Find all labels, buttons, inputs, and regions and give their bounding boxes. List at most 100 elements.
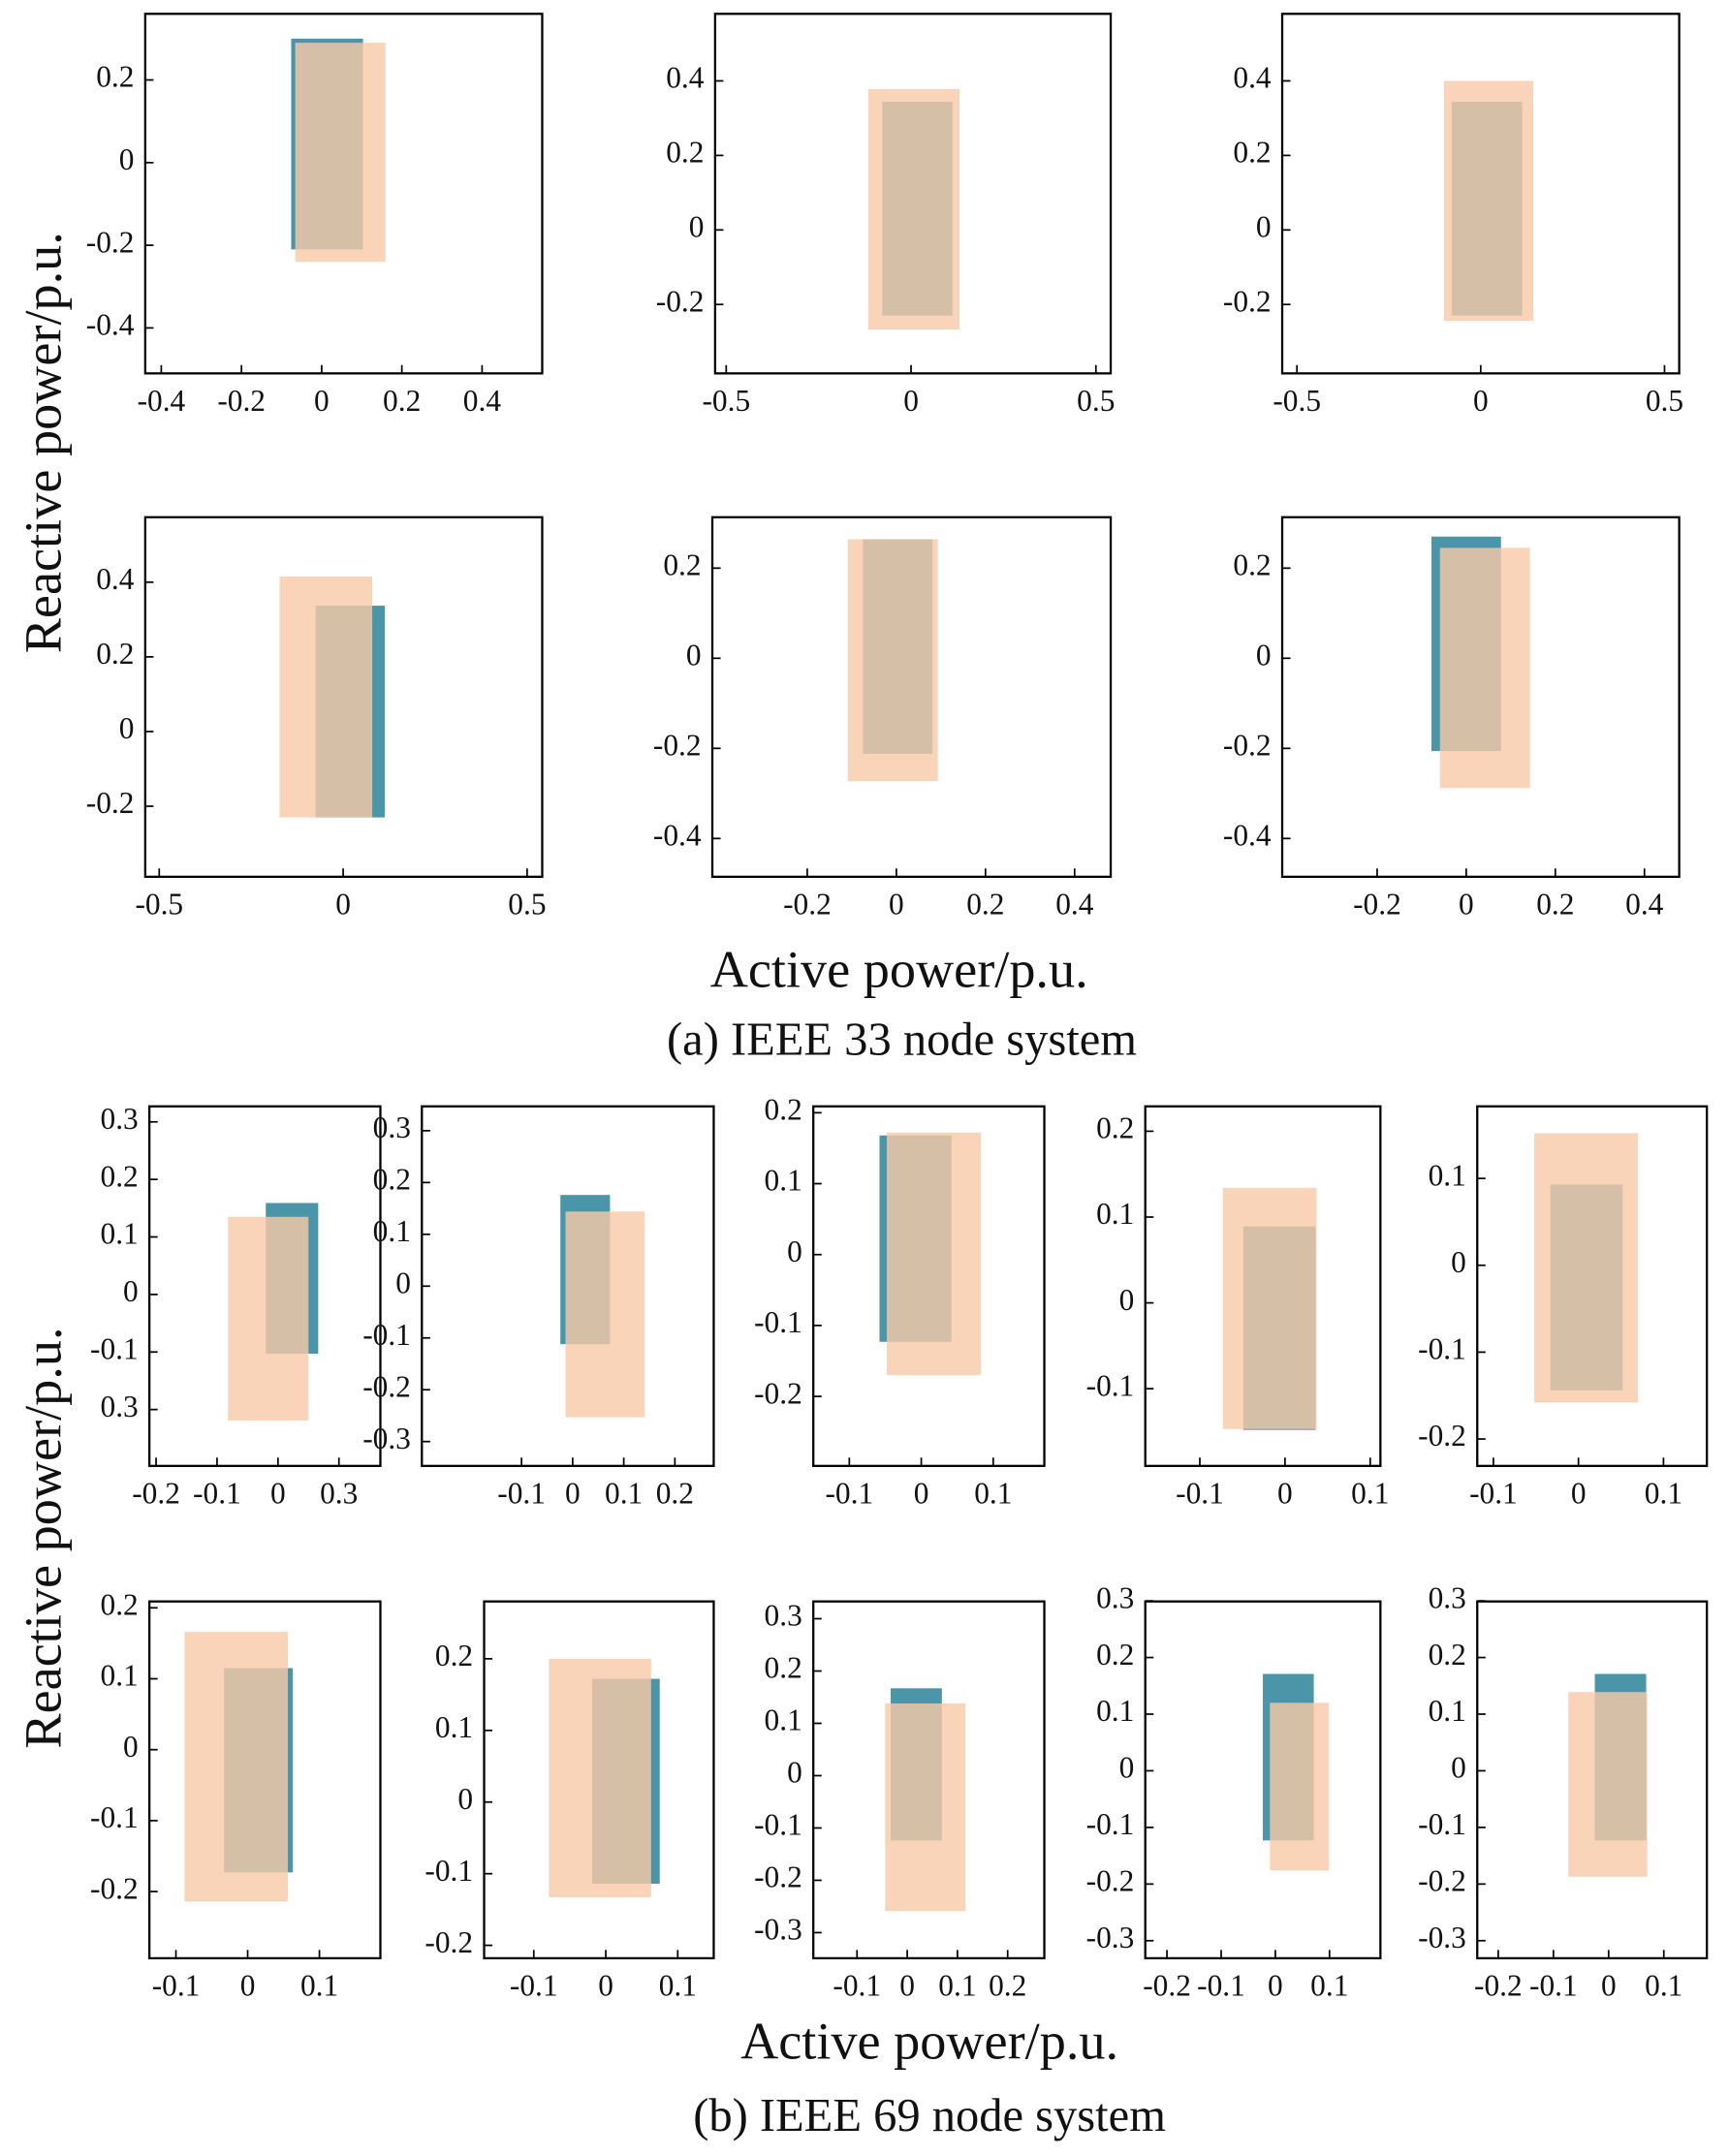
y-tick-label: -0.4 bbox=[86, 308, 135, 342]
y-tick-label: 0.2 bbox=[101, 1587, 139, 1621]
y-tick-label: 0.2 bbox=[1096, 1111, 1134, 1145]
y-tick-label: 0.4 bbox=[666, 61, 705, 95]
y-tick-label: 0 bbox=[119, 711, 135, 745]
region bbox=[1534, 1133, 1639, 1403]
subplot: -0.2 -0.1 0 0.3 0.3 -0.1 0 0.1 0.2 0.3 bbox=[90, 1102, 382, 1510]
y-tick-label: 0.3 bbox=[1096, 1580, 1134, 1614]
x-tick-label: 0 bbox=[1459, 887, 1474, 921]
subplot: -0.5 0 0.5 -0.2 0 0.2 0.4 bbox=[1223, 13, 1683, 418]
y-tick-label: -0.1 bbox=[1418, 1807, 1466, 1841]
x-tick-label: 0.5 bbox=[1077, 384, 1115, 418]
y-tick-label: -0.1 bbox=[754, 1808, 802, 1842]
y-tick-label: 0.3 bbox=[765, 1599, 802, 1633]
y-tick-label: -0.2 bbox=[86, 225, 135, 259]
x-tick-label: -0.1 bbox=[152, 1969, 201, 2003]
y-tick-label: -0.1 bbox=[362, 1318, 411, 1352]
x-tick-label: 0 bbox=[1571, 1476, 1587, 1510]
plot-frame bbox=[1144, 1105, 1382, 1467]
y-tick-label: -0.3 bbox=[362, 1422, 411, 1455]
x-tick-label: 0 bbox=[903, 384, 919, 418]
x-tick-label: 0 bbox=[1473, 384, 1489, 418]
subplot: -0.1 0 0.1-0.2-0.100.1 bbox=[1418, 1105, 1709, 1510]
subplot: -0.4 -0.2 0 0.2 0.4 -0.4 -0.2 0 0.2 bbox=[86, 13, 544, 418]
y-tick-label: 0.2 bbox=[96, 60, 134, 94]
x-tick-label: -0.5 bbox=[1273, 384, 1321, 418]
y-tick-label: 0.4 bbox=[1233, 61, 1272, 95]
y-tick-label: 0.2 bbox=[765, 1651, 802, 1685]
y-tick-label: 0 bbox=[123, 1274, 139, 1308]
y-tick-label: 0.1 bbox=[765, 1164, 802, 1198]
subplot: -0.2 0 0.2 0.4 -0.4 -0.2 0 0.2 bbox=[653, 516, 1113, 921]
x-axis-label: Active power/p.u. bbox=[740, 2013, 1118, 2071]
y-tick-label: -0.2 bbox=[362, 1369, 411, 1403]
x-tick-label: 0.3 bbox=[320, 1476, 358, 1510]
x-tick-label: 0 bbox=[314, 384, 330, 418]
y-tick-label: 0.3 bbox=[1429, 1580, 1466, 1614]
y-tick-label: -0.1 bbox=[1086, 1807, 1135, 1841]
y-tick-label: 0.2 bbox=[1233, 548, 1271, 582]
y-tick-label: 0.2 bbox=[1429, 1638, 1466, 1672]
region bbox=[1270, 1703, 1330, 1871]
subplot: -0.5 0 0.5 -0.2 0 0.2 0.4 bbox=[86, 516, 547, 921]
y-tick-label: -0.2 bbox=[1223, 729, 1272, 763]
y-tick-label: 0.1 bbox=[1429, 1694, 1466, 1728]
y-tick-label: -0.1 bbox=[90, 1331, 139, 1365]
x-tick-label: 0.1 bbox=[605, 1476, 643, 1510]
y-tick-label: -0.3 bbox=[754, 1913, 802, 1947]
y-tick-label: 0 bbox=[1256, 210, 1272, 244]
x-tick-label: 0 bbox=[1601, 1969, 1617, 2003]
y-tick-label: -0.2 bbox=[424, 1925, 473, 1959]
x-tick-label: -0.1 bbox=[825, 1476, 873, 1510]
region bbox=[847, 539, 938, 782]
y-tick-label: 0 bbox=[787, 1234, 802, 1268]
y-tick-label: 0.1 bbox=[1096, 1197, 1134, 1231]
plot-frame bbox=[812, 1600, 1046, 1960]
subplot: -0.2 -0.1 0 0.1-0.3-0.2-0.100.10.20.3 bbox=[1086, 1580, 1382, 2003]
x-tick-label: 0.1 bbox=[1645, 1969, 1682, 2003]
region bbox=[886, 1132, 982, 1376]
y-tick-label: 0.2 bbox=[96, 637, 134, 671]
region bbox=[885, 1703, 966, 1912]
y-tick-label: -0.2 bbox=[1418, 1419, 1466, 1453]
x-tick-label: 0.1 bbox=[974, 1476, 1012, 1510]
y-tick-label: 0 bbox=[787, 1756, 802, 1790]
region bbox=[1568, 1692, 1648, 1877]
x-tick-label: 0 bbox=[1277, 1476, 1293, 1510]
y-tick-label: -0.2 bbox=[1086, 1864, 1135, 1898]
x-tick-label: 0.4 bbox=[1055, 887, 1094, 921]
y-tick-label: 0.1 bbox=[1429, 1158, 1466, 1192]
y-tick-label: -0.3 bbox=[1086, 1921, 1135, 1954]
x-tick-label: -0.1 bbox=[1176, 1476, 1224, 1510]
plot-frame bbox=[147, 1105, 382, 1467]
subplot: -0.1 0 0.1 0.2 -0.3 -0.2 -0.1 0 0.1 0.2 0.3 bbox=[754, 1599, 1046, 2003]
y-axis-label: Reactive power/p.u. bbox=[14, 232, 72, 653]
x-tick-label: 0 bbox=[270, 1476, 286, 1510]
y-tick-label: 0 bbox=[1256, 639, 1272, 672]
x-tick-label: -0.5 bbox=[135, 887, 183, 921]
x-tick-label: 0.4 bbox=[463, 384, 502, 418]
y-tick-label: -0.1 bbox=[90, 1800, 139, 1834]
plot-frame bbox=[147, 1600, 382, 1960]
y-tick-label: 0.3 bbox=[373, 1110, 411, 1144]
y-tick-label: 0 bbox=[395, 1265, 411, 1299]
y-tick-label: 0.1 bbox=[101, 1659, 139, 1693]
region bbox=[549, 1658, 651, 1898]
x-tick-label: 0.1 bbox=[1645, 1476, 1682, 1510]
plot-frame bbox=[1280, 516, 1681, 878]
y-tick-label: -0.1 bbox=[1418, 1332, 1466, 1366]
y-axis-label: Reactive power/p.u. bbox=[14, 1327, 72, 1748]
region bbox=[228, 1216, 309, 1421]
y-tick-label: -0.1 bbox=[754, 1305, 802, 1339]
y-tick-label: 0.1 bbox=[435, 1710, 473, 1744]
x-tick-label: -0.4 bbox=[138, 384, 186, 418]
subplot: -0.2 0 0.2 0.4 -0.4 -0.2 0 0.2 bbox=[1223, 516, 1681, 921]
subplot: -0.1 0 0.1 -0.2 -0.1 0 0.1 0.2 bbox=[754, 1093, 1046, 1510]
y-tick-label: -0.2 bbox=[90, 1871, 139, 1905]
y-tick-label: -0.3 bbox=[1418, 1921, 1466, 1954]
x-tick-label: 0.5 bbox=[508, 887, 546, 921]
plot-frame bbox=[812, 1105, 1046, 1467]
y-tick-label: 0 bbox=[686, 639, 702, 672]
caption: (b) IEEE 69 node system bbox=[693, 2090, 1166, 2141]
region bbox=[1439, 547, 1530, 789]
x-tick-label: 0.2 bbox=[1536, 887, 1574, 921]
